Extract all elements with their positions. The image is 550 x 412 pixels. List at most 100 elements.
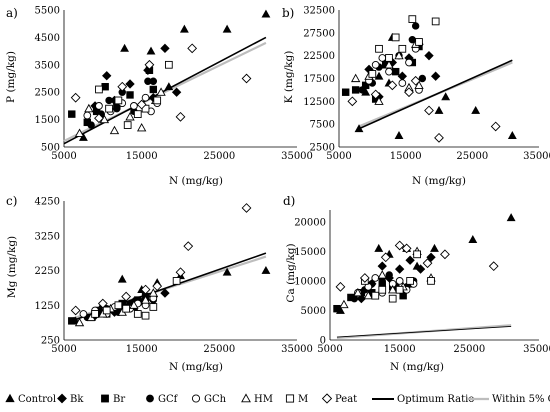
panel-b-x-tick-label: 15000 <box>390 151 422 162</box>
panel-b-point-peat <box>434 132 444 143</box>
panel-d-point-m <box>427 277 435 285</box>
legend-label-m: M <box>298 394 308 405</box>
panel-a-point-control <box>120 43 129 52</box>
legend-label-within-5-optimum: Within 5% Optimum <box>492 394 550 405</box>
panel-d-point-br <box>333 304 341 313</box>
legend-label-control: Control <box>18 394 56 405</box>
panel-b-point-bk <box>430 71 441 81</box>
legend-item-peat: Peat <box>321 393 357 405</box>
panel-d-point-m <box>378 285 387 294</box>
panel-d-point-control <box>374 243 384 252</box>
panel-a-point-control <box>179 24 189 33</box>
panel-b-y-tick-label: 22500 <box>303 51 335 62</box>
panel-b-x-tick-label: 35000 <box>523 151 550 162</box>
panel-a-point-bk <box>102 71 112 81</box>
panel-c-point-peat <box>175 267 186 278</box>
panel-b-point-hm <box>414 80 424 89</box>
panel-b-label: b) <box>282 6 294 20</box>
panel-c-point-m <box>102 306 111 315</box>
legend-label-gch: GCh <box>204 394 227 405</box>
panel-a-point-peat <box>70 92 81 103</box>
panel-d-calcium: d) N (mg/kg) Ca (mg/kg) 5000 15000 25000 35… <box>283 194 550 373</box>
legend-item-hm: HM <box>241 393 273 405</box>
legend-marker-peat <box>321 393 333 404</box>
panel-c-point-m <box>122 304 130 313</box>
panel-b-point-control <box>441 92 451 101</box>
panel-a-point-br <box>68 110 76 118</box>
panel-b-point-gcf <box>418 74 427 83</box>
panel-c-point-hm <box>148 288 158 297</box>
panel-d-point-peat <box>359 273 370 283</box>
panel-a-point-control <box>146 46 156 55</box>
panel-b-potassium: b) N (mg/kg) K (mg/kg) 5000 15000 25000 350… <box>282 6 550 188</box>
panel-b-point-hm <box>374 96 384 105</box>
panel-c-y-tick-label: 3250 <box>35 231 60 242</box>
panel-d-point-hm <box>363 290 373 300</box>
panel-b-point-control <box>507 131 517 140</box>
panel-b-ratio-lines <box>358 59 513 130</box>
panel-b-point-control <box>394 131 404 140</box>
panel-d-point-hm <box>353 287 363 297</box>
panel-d-x-tick-label: 5000 <box>317 344 342 355</box>
panel-c-x-tick-label: 15000 <box>126 344 158 355</box>
panel-b-point-hm <box>350 73 361 83</box>
panel-b-point-control <box>434 105 444 114</box>
panel-d-point-control <box>506 213 516 222</box>
panel-b-point-m <box>385 54 393 62</box>
panel-c-point-control <box>222 267 232 276</box>
panel-d-point-peat <box>422 258 433 269</box>
panel-d-x-axis-label: N (mg/kg) <box>390 361 444 373</box>
panel-b-x-axis-label: N (mg/kg) <box>412 175 466 187</box>
panel-d-point-hm <box>339 299 349 309</box>
panel-b-x-tick-label: 5000 <box>326 151 351 162</box>
panel-a-point-m <box>133 110 142 118</box>
legend-marker-gch <box>191 394 201 403</box>
panel-c-point-hm <box>74 317 85 327</box>
panel-a-x-tick-label: 15000 <box>126 151 158 162</box>
panel-d-axes <box>329 210 539 341</box>
panel-d-y-tick-label: 20000 <box>294 217 326 228</box>
panel-a-point-gch <box>141 93 150 102</box>
panel-a-x-tick-label: 5000 <box>51 151 76 162</box>
panel-a-point-peat <box>241 73 252 84</box>
panel-a-point-m <box>164 60 173 69</box>
panel-c-point-hm <box>129 300 139 309</box>
panel-a-point-m <box>114 96 123 105</box>
legend-marker-bk <box>57 393 67 404</box>
panel-d-point-peat <box>440 249 450 260</box>
panel-b-point-control <box>374 71 384 80</box>
panel-a-x-tick-label: 35000 <box>281 151 313 162</box>
panel-b-point-br <box>351 86 360 94</box>
panel-a-point-hm <box>74 128 85 137</box>
legend-item-br: Br <box>101 394 125 405</box>
panel-c-point-hm <box>140 295 151 304</box>
panel-d-points <box>333 213 516 314</box>
panel-d-x-tick-label: 25000 <box>453 344 485 355</box>
panel-b-y-tick-label: 17500 <box>303 74 335 85</box>
panel-c-y-tick-label: 250 <box>41 336 60 347</box>
panel-d-point-bk <box>415 264 426 274</box>
panel-b-optimum-ratio-line <box>358 59 513 130</box>
panel-a-label: a) <box>6 6 18 20</box>
panel-d-y-tick-label: 15000 <box>294 247 326 258</box>
panel-c-point-m <box>91 310 99 318</box>
panel-b-point-m <box>398 44 407 53</box>
panel-c-point-m <box>149 303 158 311</box>
panel-b-point-control <box>471 105 481 114</box>
panel-c-point-gch <box>79 310 88 318</box>
panel-b-point-bk <box>424 50 434 61</box>
panel-d-optimum-ratio-line <box>336 325 512 338</box>
panel-d-point-bk <box>426 252 436 262</box>
panel-b-point-gch <box>405 58 413 67</box>
panel-b-point-peat <box>424 105 434 116</box>
panel-b-point-m <box>431 17 440 26</box>
panel-b-x-tick-label: 25000 <box>456 151 488 162</box>
panel-a-axes <box>63 10 297 148</box>
panel-a-optimum-ratio-line <box>63 36 267 145</box>
panel-d-point-peat <box>335 281 346 292</box>
panel-c-axes <box>63 201 297 341</box>
panel-d-label: d) <box>283 194 295 208</box>
panel-b-point-br <box>341 88 350 96</box>
legend-marker-br <box>101 394 109 403</box>
